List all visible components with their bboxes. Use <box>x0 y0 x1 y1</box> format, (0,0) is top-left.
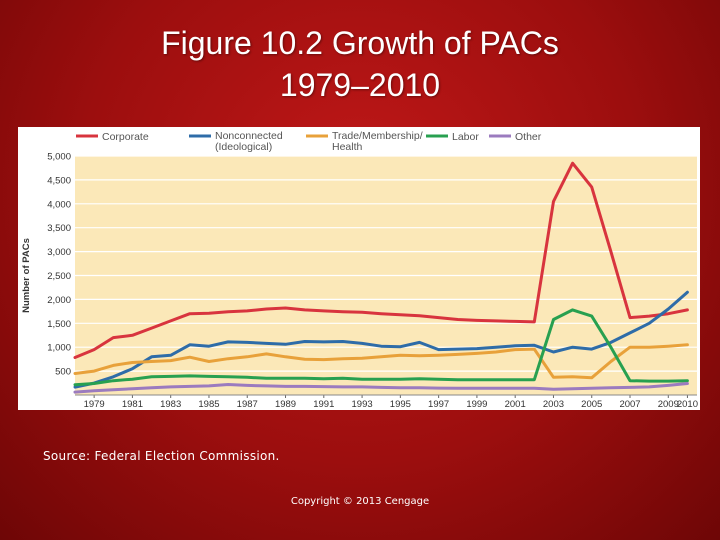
x-tick-label: 1995 <box>390 399 411 410</box>
legend-label: Labor <box>452 131 479 143</box>
x-tick-label: 1989 <box>275 399 296 410</box>
y-tick-label: 5,000 <box>47 152 71 163</box>
x-tick-label: 1999 <box>466 399 487 410</box>
y-tick-label: 1,000 <box>47 343 71 354</box>
pac-growth-chart: 500 1,000 1,500 2,000 2,500 3,000 3,500 4,000 4,… <box>21 130 698 410</box>
x-tick-label: 1993 <box>352 399 373 410</box>
x-tick-label: 2010 <box>677 399 698 410</box>
x-tick-label: 2007 <box>619 399 640 410</box>
y-tick-label: 4,000 <box>47 199 71 210</box>
series-line-nonconnected-ideological- <box>73 290 689 389</box>
series-line-other <box>73 382 689 394</box>
x-tick-label: 2005 <box>581 399 602 410</box>
copyright-note: Copyright © 2013 Cengage <box>290 496 430 507</box>
slide-title-line-2: 1979–2010 <box>279 67 441 103</box>
x-tick-label: 2001 <box>505 399 526 410</box>
y-tick-label: 2,500 <box>47 271 71 282</box>
legend-label: Nonconnected (Ideological) <box>215 130 283 153</box>
y-tick-label: 3,000 <box>47 247 71 258</box>
y-axis-title: Number of PACs <box>21 238 32 313</box>
x-tick-label: 2009 <box>658 399 679 410</box>
series-line-corporate <box>73 161 689 359</box>
x-tick-label: 1981 <box>122 399 143 410</box>
y-tick-label: 4,500 <box>47 175 71 186</box>
y-tick-label: 2,000 <box>47 295 71 306</box>
legend-label: Corporate <box>102 131 149 143</box>
y-tick-label: 1,500 <box>47 319 71 330</box>
series-line-trade-membership-health <box>73 343 689 380</box>
x-tick-label: 2003 <box>543 399 564 410</box>
chart-panel: 500 1,000 1,500 2,000 2,500 3,000 3,500 4,000 4,… <box>18 127 700 410</box>
x-tick-label: 1987 <box>237 399 258 410</box>
slide-title: Figure 10.2 Growth of PACs 1979–2010 <box>0 22 720 106</box>
x-tick-label: 1983 <box>160 399 181 410</box>
y-tick-label: 500 <box>55 367 71 378</box>
x-tick-label: 1997 <box>428 399 449 410</box>
source-note: Source: Federal Election Commission. <box>43 449 280 463</box>
x-tick-label: 1985 <box>198 399 219 410</box>
y-tick-label: 3,500 <box>47 223 71 234</box>
series-line-labor <box>73 308 689 387</box>
x-tick-label: 1991 <box>313 399 334 410</box>
legend-label: Trade/Membership/Health <box>332 130 423 153</box>
slide-title-line-1: Figure 10.2 Growth of PACs <box>161 25 559 61</box>
x-tick-label: 1979 <box>84 399 105 410</box>
legend-label: Other <box>515 131 542 143</box>
